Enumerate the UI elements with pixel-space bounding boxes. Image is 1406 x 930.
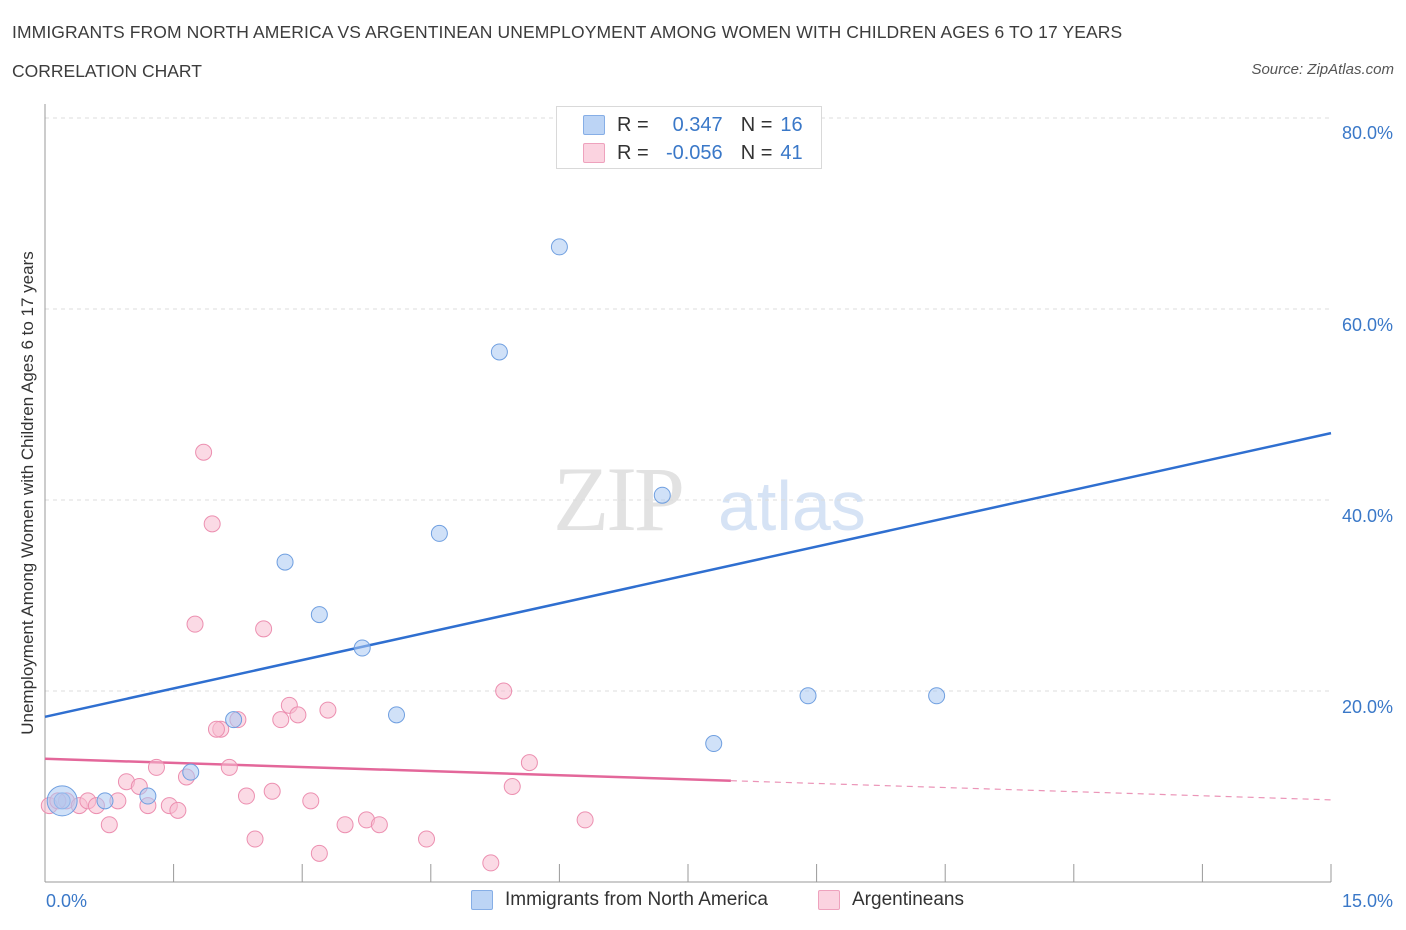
correlation-legend: R = 0.347 N = 16 R = -0.056 N = 41 (556, 106, 822, 169)
series-swatch-blue (471, 890, 493, 910)
legend-n-value: 16 (780, 113, 803, 136)
data-point (353, 639, 371, 657)
series-legend-label: Immigrants from North America (505, 889, 768, 910)
data-point (255, 620, 273, 638)
legend-r-label: R = (617, 141, 649, 164)
data-point (302, 792, 320, 810)
data-point (430, 524, 448, 542)
data-point (263, 782, 281, 800)
legend-r-label: R = (617, 113, 649, 136)
data-point (503, 778, 521, 795)
legend-r-value: 0.347 (672, 113, 723, 136)
data-point (418, 830, 436, 848)
x-tick-label-max: 15.0% (1341, 891, 1393, 911)
data-point (207, 720, 225, 738)
legend-swatch-pink (583, 143, 605, 163)
data-point (370, 816, 388, 834)
y-tick-label-40: 40.0% (1341, 506, 1393, 526)
data-point (186, 615, 204, 633)
trend-line-dashed-1 (730, 780, 1332, 801)
y-tick-label-80: 80.0% (1341, 123, 1393, 143)
chart-title: IMMIGRANTS FROM NORTH AMERICA VS ARGENTI… (12, 22, 1123, 42)
y-tick-label-20: 20.0% (1341, 697, 1393, 717)
data-point (653, 486, 671, 504)
data-point (310, 606, 328, 624)
data-point (195, 443, 213, 461)
data-point (139, 787, 157, 805)
legend-r-value: -0.056 (665, 141, 723, 164)
data-point (225, 711, 243, 729)
data-point (490, 343, 508, 361)
data-point (272, 711, 290, 729)
legend-row-argentineans: R = -0.056 N = 41 (583, 140, 803, 166)
legend-row-north-america: R = 0.347 N = 16 (583, 112, 803, 138)
trend-line-0 (44, 431, 1332, 719)
data-point (319, 701, 337, 719)
data-point (147, 758, 165, 776)
y-axis-label: Unemployment Among Women with Children A… (18, 251, 37, 735)
data-point (799, 687, 817, 705)
data-point (182, 763, 200, 781)
legend-n-label: N = (740, 141, 773, 164)
data-point (388, 706, 406, 724)
x-tick-label-min: 0.0% (46, 891, 88, 911)
source-label: Source: ZipAtlas.com (1251, 61, 1394, 78)
legend-n-label: N = (740, 113, 773, 136)
data-point (220, 758, 238, 776)
data-point (276, 553, 294, 571)
data-point (550, 238, 568, 256)
series-legend-label: Argentineans (852, 889, 964, 910)
data-point (336, 816, 354, 834)
data-point (520, 754, 538, 772)
series-legend-argentineans: Argentineans (818, 889, 964, 911)
chart-subtitle: CORRELATION CHART (12, 61, 202, 81)
series-swatch-pink (818, 890, 840, 910)
data-point (46, 785, 78, 817)
data-point (289, 706, 307, 724)
data-point (928, 687, 946, 705)
data-point (100, 816, 118, 834)
data-point (203, 515, 221, 533)
legend-n-value: 41 (780, 141, 803, 164)
data-point (246, 830, 264, 848)
trend-line-1 (44, 757, 731, 782)
data-point (576, 811, 594, 829)
data-point (482, 854, 500, 872)
data-point (237, 787, 255, 805)
data-point (495, 682, 513, 700)
data-point (705, 735, 723, 753)
watermark-atlas: atlas (718, 467, 866, 545)
legend-swatch-blue (583, 115, 605, 135)
data-point (96, 792, 114, 810)
y-tick-label-60: 60.0% (1341, 315, 1393, 335)
series-legend-north-america: Immigrants from North America (471, 889, 768, 911)
data-point (310, 844, 328, 862)
data-point (169, 801, 187, 819)
series-legend: Immigrants from North America Argentinea… (0, 889, 1406, 915)
